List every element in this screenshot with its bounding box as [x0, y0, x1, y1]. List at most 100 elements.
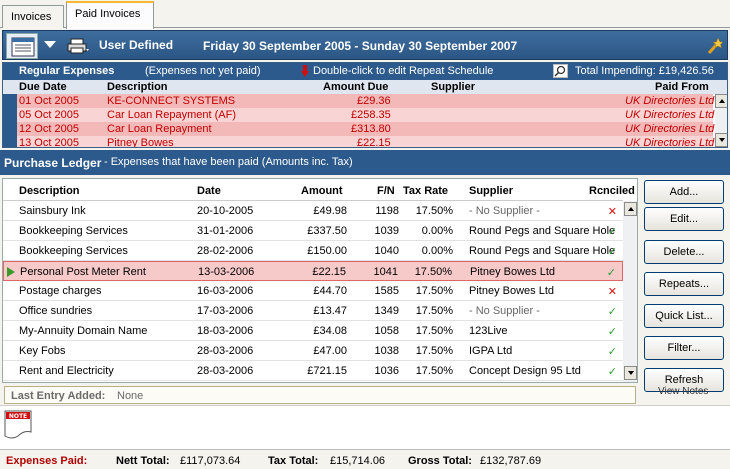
cell-tax-rate: 17.50% [415, 205, 453, 217]
regular-expenses-columns: Due Date Description Amount Due Supplier… [3, 80, 727, 94]
filter-button[interactable]: Filter... [644, 336, 724, 360]
calendar-view-icon[interactable] [6, 33, 38, 59]
current-row-pointer-icon [7, 267, 15, 277]
col-description[interactable]: Description [19, 185, 80, 197]
gross-total-label: Gross Total: [408, 455, 472, 467]
note-icon[interactable]: NOTE [4, 410, 32, 440]
table-row[interactable]: Bookkeeping Services 28-02-2006 £150.00 104… [3, 241, 623, 261]
cell-supplier: Round Pegs and Square Hole [469, 245, 616, 257]
cell-reconciled: ✕ [607, 206, 617, 218]
cell-amount: £337.50 [307, 225, 347, 237]
repeats-button[interactable]: Repeats... [644, 272, 724, 296]
edit-button[interactable]: Edit... [644, 207, 724, 231]
cell-tax-rate: 17.50% [415, 345, 453, 357]
grid-header: Description Date Amount F/N Tax Rate Sup… [3, 179, 635, 201]
table-row[interactable]: Personal Post Meter Rent 13-03-2006 £22.15… [3, 261, 623, 281]
cell-fn: 1349 [374, 305, 399, 317]
regular-row[interactable]: 13 Oct 2005 Pitney Bowes £22.15 UK Direc… [17, 136, 715, 148]
delete-button[interactable]: Delete... [644, 240, 724, 264]
scroll-up-button[interactable] [715, 94, 727, 108]
col-supplier[interactable]: Supplier [431, 81, 476, 93]
scroll-down-button[interactable] [624, 366, 637, 380]
cell-description: Bookkeeping Services [19, 225, 128, 237]
table-row[interactable]: My-Annuity Domain Name 18-03-2006 £34.08 10… [3, 321, 623, 341]
table-row[interactable]: Key Fobs 28-03-2006 £47.00 1038 17.50% IGPA L… [3, 341, 623, 361]
cell-date: 20-10-2005 [197, 205, 254, 217]
regular-expenses-subtitle: (Expenses not yet paid) [145, 65, 261, 77]
cell-amount: £22.15 [312, 266, 346, 278]
cell-tax-rate: 0.00% [421, 225, 453, 237]
regular-row[interactable]: 05 Oct 2005 Car Loan Repayment (AF) £258… [17, 108, 715, 122]
col-due-date[interactable]: Due Date [19, 81, 67, 93]
purchase-ledger-header: Purchase Ledger - Expenses that have bee… [0, 150, 730, 175]
cell-amount: £150.00 [307, 245, 347, 257]
cell-amount: £44.70 [313, 285, 347, 297]
cell-reconciled: ✕ [607, 286, 617, 298]
add-button[interactable]: Add... [644, 180, 724, 204]
col-date[interactable]: Date [197, 185, 221, 197]
regular-row[interactable]: 01 Oct 2005 KE-CONNECT SYSTEMS £29.36 UK… [17, 94, 715, 108]
cell-amount: £49.98 [313, 205, 347, 217]
cell-tax-rate: 17.50% [415, 365, 453, 377]
cell-fn: 1036 [374, 365, 399, 377]
period-dropdown-icon[interactable] [44, 41, 56, 48]
cell-description: Bookkeeping Services [19, 245, 128, 257]
col-paid-from[interactable]: Paid From [655, 81, 709, 93]
totals-bar: Expenses Paid: Nett Total: £117,073.64 T… [0, 449, 730, 469]
purchase-ledger-title: Purchase Ledger [4, 156, 102, 170]
regular-expenses-title: Regular Expenses [19, 65, 115, 77]
nett-total-label: Nett Total: [116, 455, 170, 467]
cell-amount: £34.08 [313, 325, 347, 337]
period-label: User Defined [99, 38, 174, 52]
grid-scrollbar[interactable] [623, 201, 637, 382]
cell-date: 31-01-2006 [197, 225, 254, 237]
table-row[interactable]: Rent and Electricity 28-03-2006 £721.15 103… [3, 361, 623, 381]
regular-scrollbar[interactable] [715, 94, 727, 147]
table-row[interactable]: Postage charges 16-03-2006 £44.70 1585 17.50… [3, 281, 623, 301]
purchase-ledger-subtitle: - Expenses that have been paid (Amounts … [104, 156, 353, 168]
purchase-ledger-grid: Description Date Amount F/N Tax Rate Sup… [2, 178, 638, 383]
cell-fn: 1198 [375, 205, 399, 217]
table-row[interactable]: Bookkeeping Services 31-01-2006 £337.50 103… [3, 221, 623, 241]
scroll-down-button[interactable] [715, 133, 727, 147]
cell-reconciled: ✓ [607, 346, 617, 358]
search-icon[interactable] [553, 64, 568, 78]
col-reconciled[interactable]: Rcnciled [589, 185, 635, 197]
wand-icon[interactable] [707, 37, 724, 58]
last-entry-bar: Last Entry Added: None [4, 386, 636, 404]
regular-row[interactable]: 12 Oct 2005 Car Loan Repayment £313.80 U… [17, 122, 715, 136]
cell-supplier: - No Supplier - [469, 205, 540, 217]
cell-description: Postage charges [19, 285, 102, 297]
col-amount[interactable]: Amount [301, 185, 343, 197]
col-description[interactable]: Description [107, 81, 168, 93]
cell-tax-rate: 17.50% [415, 305, 453, 317]
red-down-arrow-icon [301, 65, 309, 77]
cell-description: Personal Post Meter Rent [20, 266, 146, 278]
table-row[interactable]: Sainsbury Ink 20-10-2005 £49.98 1198 17.50% -… [3, 201, 623, 221]
cell-date: 28-03-2006 [197, 365, 254, 377]
table-row[interactable]: Office sundries 17-03-2006 £13.47 1349 17.50… [3, 301, 623, 321]
view-notes-button[interactable]: View Notes [658, 386, 709, 397]
tab-paid-invoices[interactable]: Paid Invoices [66, 1, 154, 29]
nett-total-value: £117,073.64 [180, 455, 241, 467]
gross-total-value: £132,787.69 [480, 455, 542, 467]
col-supplier[interactable]: Supplier [469, 185, 514, 197]
last-entry-label: Last Entry Added: [11, 390, 106, 402]
col-amount-due[interactable]: Amount Due [323, 81, 389, 93]
quick-list-button[interactable]: Quick List... [644, 304, 724, 328]
cell-fn: 1058 [374, 325, 399, 337]
total-impending: Total Impending: £19,426.56 [575, 65, 714, 77]
tab-invoices[interactable]: Invoices [2, 5, 64, 28]
refresh-button[interactable]: Refresh [644, 368, 724, 392]
cell-amount: £47.00 [313, 345, 347, 357]
scroll-up-button[interactable] [624, 202, 637, 216]
printer-icon[interactable] [67, 38, 89, 57]
last-entry-value: None [117, 390, 144, 402]
col-tax-rate[interactable]: Tax Rate [403, 185, 449, 197]
col-fn[interactable]: F/N [377, 185, 395, 197]
cell-supplier: Pitney Bowes Ltd [469, 285, 554, 297]
expenses-paid-label: Expenses Paid: [6, 455, 88, 467]
cell-supplier: Pitney Bowes Ltd [470, 266, 555, 278]
cell-supplier: Concept Design 95 Ltd [469, 365, 581, 377]
cell-description: Rent and Electricity [19, 365, 114, 377]
